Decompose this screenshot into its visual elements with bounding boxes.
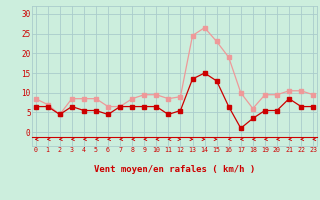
X-axis label: Vent moyen/en rafales ( km/h ): Vent moyen/en rafales ( km/h ) (94, 164, 255, 173)
